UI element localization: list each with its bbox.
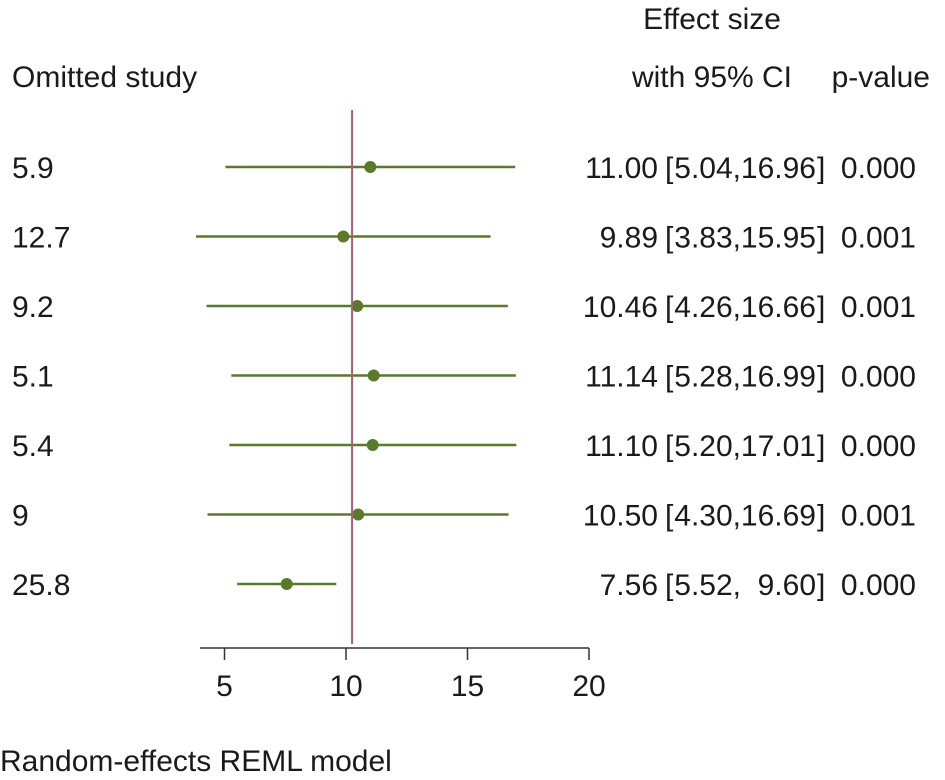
- study-label: 5.4: [12, 430, 54, 463]
- ci-upper-value: 16.66: [741, 291, 816, 324]
- header-with-95-ci: with 95% CI: [631, 61, 792, 94]
- ci-open-bracket: [: [665, 152, 674, 185]
- ci-close-bracket: ]: [817, 569, 825, 602]
- effect-size-value: 11.00: [585, 152, 658, 185]
- effect-size-value: 7.56: [600, 569, 658, 602]
- x-tick-label: 10: [329, 670, 362, 703]
- study-row: 12.7 9.89[3.83, 15.95] 0.001: [12, 222, 916, 255]
- study-row: 25.8 7.56[5.52, 9.60] 0.000: [12, 569, 916, 602]
- ci-lower-value: 3.83,: [674, 222, 741, 255]
- x-tick-label: 15: [451, 670, 484, 703]
- ci-lower-value: 5.52,: [674, 569, 741, 602]
- effect-point: [364, 161, 377, 173]
- effect-point: [366, 439, 379, 451]
- p-value: 0.001: [841, 291, 916, 324]
- study-row: 5.1 11.14[5.28, 16.99] 0.000: [12, 361, 916, 394]
- ci-close-bracket: ]: [817, 222, 825, 255]
- study-label: 9.2: [12, 291, 54, 324]
- ci-lower-value: 4.26,: [674, 291, 741, 324]
- model-footnote: Random-effects REML model: [0, 745, 392, 778]
- ci-upper-value: 15.95: [741, 222, 816, 255]
- ci-open-bracket: [: [665, 291, 674, 324]
- study-row: 5.4 11.10[5.20, 17.01] 0.000: [12, 430, 916, 463]
- effect-point: [352, 508, 365, 521]
- ci-close-bracket: ]: [817, 361, 825, 394]
- p-value: 0.001: [841, 500, 916, 533]
- ci-open-bracket: [: [665, 430, 674, 463]
- study-label: 9: [12, 500, 29, 533]
- header-effect-size: Effect size: [643, 3, 781, 36]
- ci-close-bracket: ]: [817, 500, 825, 533]
- effect-point: [351, 300, 364, 312]
- effect-size-value: 10.50: [583, 500, 658, 533]
- effect-size-value: 11.10: [585, 430, 658, 463]
- ci-close-bracket: ]: [817, 152, 825, 185]
- study-label: 25.8: [12, 569, 70, 602]
- ci-upper-value: 9.60: [758, 569, 816, 602]
- effect-size-value: 11.14: [585, 361, 658, 394]
- effect-point: [337, 230, 350, 243]
- p-value: 0.000: [841, 152, 916, 185]
- ci-lower-value: 4.30,: [674, 500, 741, 533]
- ci-open-bracket: [: [665, 361, 674, 394]
- ci-close-bracket: ]: [817, 291, 825, 324]
- study-row: 5.9 11.00[5.04, 16.96] 0.000: [12, 152, 916, 185]
- p-value: 0.000: [841, 569, 916, 602]
- header-p-value: p-value: [832, 61, 930, 94]
- ci-open-bracket: [: [665, 569, 674, 602]
- ci-upper-value: 16.96: [741, 152, 816, 185]
- header-omitted-study: Omitted study: [12, 61, 197, 94]
- x-axis: 5 10 15 20: [200, 647, 606, 703]
- effect-size-value: 10.46: [583, 291, 658, 324]
- effect-size-value: 9.89: [600, 222, 658, 255]
- ci-upper-value: 16.99: [741, 361, 816, 394]
- effect-point: [280, 578, 293, 590]
- ci-upper-value: 17.01: [741, 430, 816, 463]
- p-value: 0.001: [841, 222, 916, 255]
- effect-point: [367, 369, 380, 382]
- ci-lower-value: 5.04,: [674, 152, 741, 185]
- ci-open-bracket: [: [665, 222, 674, 255]
- study-row: 9.2 10.46[4.26, 16.66] 0.001: [12, 291, 916, 324]
- ci-lower-value: 5.28,: [674, 361, 741, 394]
- study-label: 12.7: [12, 222, 70, 255]
- ci-open-bracket: [: [665, 500, 674, 533]
- p-value: 0.000: [841, 361, 916, 394]
- ci-upper-value: 16.69: [741, 500, 816, 533]
- p-value: 0.000: [841, 430, 916, 463]
- x-tick-label: 5: [216, 670, 233, 703]
- ci-close-bracket: ]: [817, 430, 825, 463]
- study-label: 5.1: [12, 361, 54, 394]
- study-row: 9 10.50[4.30, 16.69] 0.001: [12, 500, 916, 533]
- x-tick-label: 20: [572, 670, 605, 703]
- study-label: 5.9: [12, 152, 54, 185]
- ci-lower-value: 5.20,: [674, 430, 741, 463]
